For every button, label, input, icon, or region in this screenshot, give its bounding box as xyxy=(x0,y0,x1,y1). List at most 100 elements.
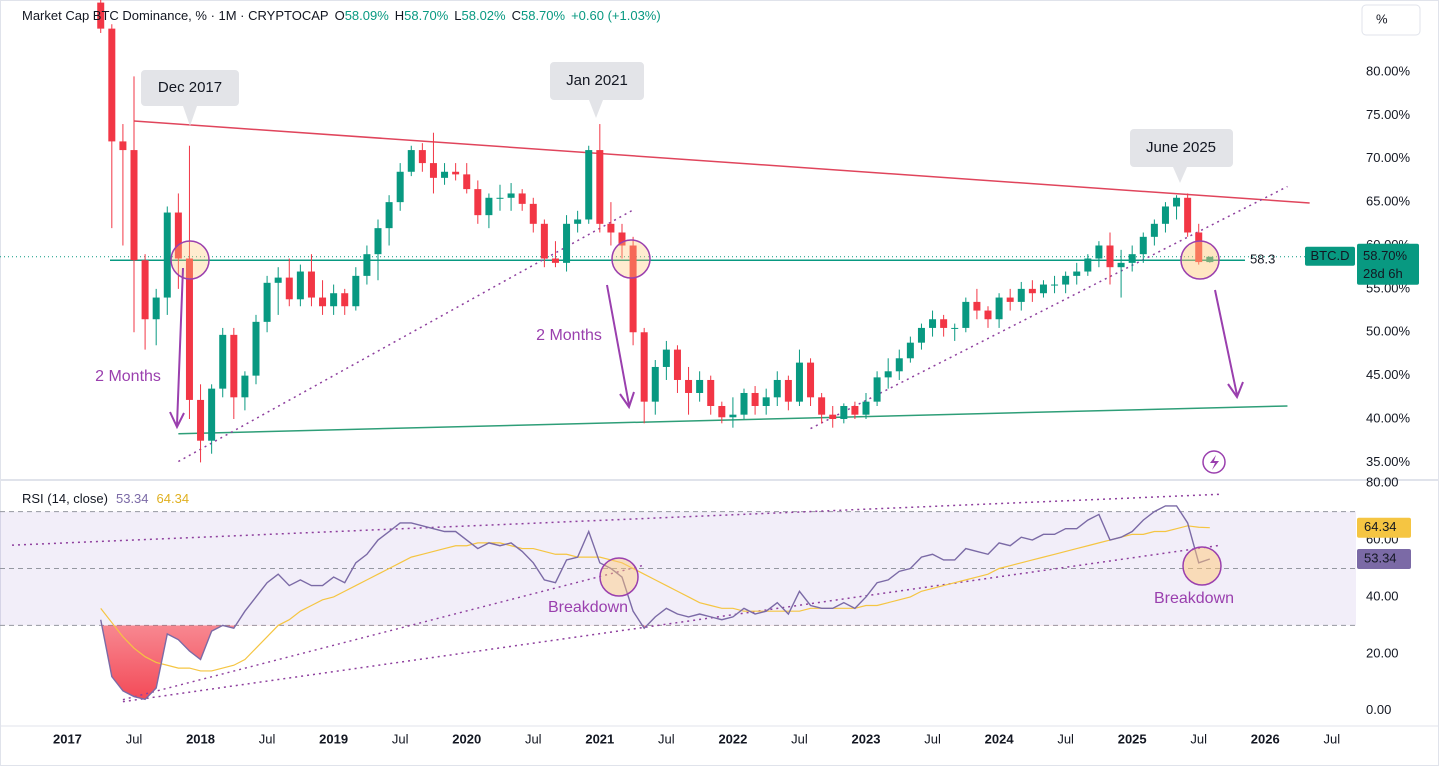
scale-button[interactable] xyxy=(1361,4,1421,36)
candle-body xyxy=(130,150,138,261)
x-tick-label: Jul xyxy=(525,731,542,746)
candle-body xyxy=(829,414,837,420)
candle-body xyxy=(241,375,249,398)
note: Breakdown xyxy=(548,599,628,616)
candle-body xyxy=(1095,245,1103,259)
candle-body xyxy=(385,202,393,229)
header-title: Market Cap BTC Dominance, % · 1M · CRYPT… xyxy=(22,8,329,23)
x-tick-label: Jul xyxy=(658,731,675,746)
candle-body xyxy=(585,150,593,220)
candle-body xyxy=(696,379,704,393)
candle-body xyxy=(219,334,227,389)
header-key: O xyxy=(335,8,345,23)
symbol-tag-label: BTC.D xyxy=(1311,248,1350,263)
candle-body xyxy=(197,399,205,441)
header-key: L xyxy=(454,8,461,23)
rsi-line xyxy=(100,505,1211,701)
rsi-ma-value: 64.34 xyxy=(157,491,190,506)
note: Breakdown xyxy=(1154,590,1234,607)
candle-body xyxy=(840,405,848,420)
candle-body xyxy=(1051,284,1059,286)
x-tick-label: Jul xyxy=(259,731,276,746)
candle-body xyxy=(651,366,659,402)
candle-body xyxy=(363,254,371,276)
x-tick-label: Jul xyxy=(924,731,941,746)
header: Market Cap BTC Dominance, % · 1M · CRYPT… xyxy=(22,8,661,23)
rsi-legend: RSI (14, close) 53.34 64.34 xyxy=(22,491,189,506)
candle-body xyxy=(208,388,216,441)
rsi-title: RSI (14, close) xyxy=(22,491,108,506)
x-tick-label: 2022 xyxy=(718,731,747,746)
candle-body xyxy=(452,171,460,175)
header-value: 58.70% xyxy=(404,8,449,23)
candle-body xyxy=(551,258,559,263)
highlight-circle xyxy=(1182,546,1222,586)
candle-body xyxy=(1039,284,1047,294)
header-change: +0.60 (+1.03%) xyxy=(571,8,661,23)
candle-body xyxy=(862,401,870,415)
x-tick-label: Jul xyxy=(1324,731,1341,746)
candle-body xyxy=(1150,223,1158,237)
x-tick-label: 2024 xyxy=(985,731,1015,746)
candle-body xyxy=(673,349,681,380)
price-tag-label: 58.70% xyxy=(1363,248,1408,263)
candle-body xyxy=(407,150,415,172)
horizontal-line-label: 58.3 xyxy=(1250,252,1275,267)
candle-body xyxy=(119,141,127,151)
x-tick-label: Jul xyxy=(791,731,808,746)
candle-body xyxy=(1128,254,1136,263)
candle-body xyxy=(1073,271,1081,276)
candle-body xyxy=(518,193,526,204)
candle-body xyxy=(906,342,914,359)
candle-body xyxy=(108,28,116,142)
y-tick-label: 80.00 xyxy=(1366,475,1399,490)
trend-line xyxy=(810,185,1288,430)
candle-body xyxy=(618,232,626,246)
note: 2 Months xyxy=(536,327,602,344)
candle-body xyxy=(429,163,437,178)
candle-body xyxy=(352,275,360,307)
callout xyxy=(550,62,644,118)
x-tick-label: Jul xyxy=(392,731,409,746)
candle-body xyxy=(496,197,504,199)
y-tick-label: 35.00% xyxy=(1366,454,1411,469)
y-tick-label: 40.00% xyxy=(1366,410,1411,425)
candle-body xyxy=(1184,197,1192,233)
x-tick-label: 2017 xyxy=(53,731,82,746)
y-tick-label: 40.00 xyxy=(1366,588,1399,603)
candle-body xyxy=(685,379,693,393)
y-tick-label: 75.00% xyxy=(1366,107,1411,122)
arrow xyxy=(1214,289,1244,400)
candle-body xyxy=(1161,206,1169,224)
symbol-tag xyxy=(1305,246,1355,266)
candle-body xyxy=(230,334,238,398)
x-tick-label: 2019 xyxy=(319,731,348,746)
candle-body xyxy=(252,321,260,376)
candle-body xyxy=(174,212,182,259)
candle-body xyxy=(374,228,382,255)
candle-body xyxy=(995,297,1003,320)
trend-line xyxy=(178,209,634,463)
header-value: 58.70% xyxy=(521,8,566,23)
value-tag-label: 53.34 xyxy=(1364,550,1397,565)
candle-body xyxy=(895,358,903,372)
candle-body xyxy=(529,203,537,224)
candle-body xyxy=(1117,262,1125,268)
alert-icon[interactable] xyxy=(1202,450,1226,474)
header-key: C xyxy=(512,8,521,23)
candle-body xyxy=(662,349,670,367)
candle-body xyxy=(1206,256,1214,263)
highlight-circle xyxy=(611,239,651,279)
scale-button-label[interactable]: % xyxy=(1376,11,1388,26)
candle-body xyxy=(341,293,349,307)
candle-body xyxy=(1106,245,1114,268)
y-tick-label: 45.00% xyxy=(1366,367,1411,382)
candle-body xyxy=(596,150,604,224)
candle-body xyxy=(185,258,193,400)
candle-body xyxy=(540,223,548,259)
y-tick-label: 20.00 xyxy=(1366,645,1399,660)
price-tag xyxy=(1357,243,1419,285)
candle-body xyxy=(97,2,105,29)
x-tick-label: Jul xyxy=(1057,731,1074,746)
